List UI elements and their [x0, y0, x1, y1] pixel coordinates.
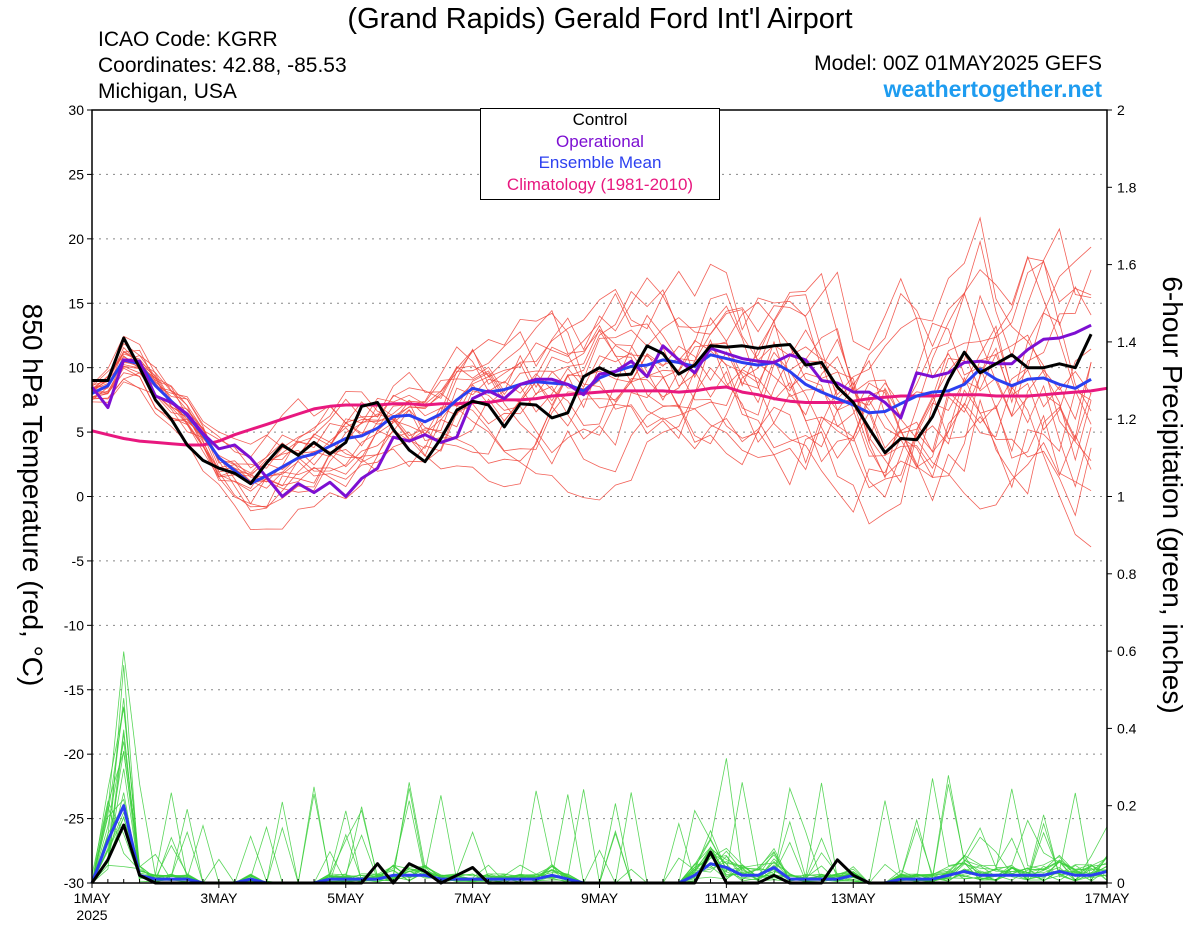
precip-member-line — [91, 665, 1108, 884]
y2-tick-label: 0.8 — [1117, 566, 1137, 582]
x-tick-label: 13MAY — [831, 890, 877, 906]
y-tick-label: -30 — [64, 875, 84, 891]
precip-member-line — [91, 775, 1108, 884]
grid — [92, 173, 1107, 820]
y-tick-label: 25 — [68, 166, 84, 182]
y-tick-label: 5 — [76, 424, 84, 440]
y-tick-label: 0 — [76, 489, 84, 505]
region: Michigan, USA — [98, 80, 237, 103]
y-tick-label: 20 — [68, 231, 84, 247]
axes: 302520151050-5-10-15-20-25-3021.81.61.41… — [64, 102, 1137, 923]
x-tick-label: 3MAY — [200, 890, 238, 906]
coordinates: Coordinates: 42.88, -85.53 — [98, 54, 347, 77]
y-tick-label: 30 — [68, 102, 84, 118]
precip-member-line — [91, 706, 1108, 884]
y2-tick-label: 1.8 — [1117, 179, 1137, 195]
y-tick-label: 10 — [68, 360, 84, 376]
legend: Control Operational Ensemble Mean Climat… — [480, 108, 720, 200]
y-tick-label: -10 — [64, 617, 84, 633]
temp-member-line — [91, 271, 1092, 531]
y2-tick-label: 1.6 — [1117, 257, 1137, 273]
precip-member-line — [91, 729, 1108, 884]
y2-tick-label: 0.4 — [1117, 720, 1137, 736]
x-tick-label: 7MAY — [454, 890, 492, 906]
legend-control: Control — [572, 110, 628, 129]
temp-member-line — [91, 227, 1092, 479]
y-tick-label: 15 — [68, 295, 84, 311]
y-tick-label: -20 — [64, 746, 84, 762]
temp-member-line — [91, 261, 1092, 474]
temp-member-line — [91, 257, 1092, 478]
x-tick-label: 17MAY — [1085, 890, 1131, 906]
site-link[interactable]: weathertogether.net — [883, 76, 1102, 102]
precip-member-line — [91, 741, 1108, 884]
legend-ensemble-mean: Ensemble Mean — [538, 153, 662, 172]
precip-member-line — [91, 651, 1108, 884]
operational-temp-line — [90, 323, 1092, 498]
series-lines — [90, 323, 1108, 885]
y2-tick-label: 2 — [1117, 102, 1125, 118]
y-axis-label-left: 850 hPa Temperature (red, °C) — [17, 303, 48, 687]
x-tick-label: 11MAY — [704, 890, 748, 906]
temp-member-line — [91, 246, 1092, 493]
climatology-temp-line — [91, 385, 1108, 447]
y2-tick-label: 1.2 — [1117, 411, 1137, 427]
legend-operational: Operational — [556, 131, 644, 151]
x-tick-label: 5MAY — [327, 890, 365, 906]
ensemble-members — [91, 216, 1108, 884]
precip-member-line — [91, 750, 1108, 884]
x-tick-label: 9MAY — [581, 890, 619, 906]
x-tick-label: 15MAY — [958, 890, 1004, 906]
y-tick-label: -25 — [64, 811, 84, 827]
y2-tick-label: 0.2 — [1117, 798, 1137, 814]
legend-climatology: Climatology (1981-2010) — [506, 174, 694, 194]
chart-title: (Grand Rapids) Gerald Ford Int'l Airport — [347, 3, 853, 35]
precip-member-line — [91, 707, 1108, 884]
temp-member-line — [91, 289, 1092, 492]
y2-tick-label: 1.4 — [1117, 334, 1137, 350]
x-tick-sublabel: 2025 — [76, 907, 107, 923]
precip-member-line — [91, 751, 1108, 884]
y2-tick-label: 1 — [1117, 489, 1125, 505]
temp-member-line — [91, 312, 1092, 508]
y-tick-label: -5 — [72, 553, 85, 569]
y-axis-label-right: 6-hour Precipitation (green, inches) — [1157, 276, 1188, 714]
y2-tick-label: 0.6 — [1117, 643, 1137, 659]
control-temp-line — [92, 333, 1093, 486]
x-tick-label: 1MAY — [73, 890, 111, 906]
temp-member-line — [91, 269, 1092, 490]
model-run: Model: 00Z 01MAY2025 GEFS — [814, 52, 1102, 75]
icao-code: ICAO Code: KGRR — [98, 28, 278, 51]
y2-tick-label: 0 — [1117, 875, 1125, 891]
y-tick-label: -15 — [64, 682, 84, 698]
temp-member-line — [91, 309, 1092, 502]
temp-member-line — [91, 216, 1092, 469]
